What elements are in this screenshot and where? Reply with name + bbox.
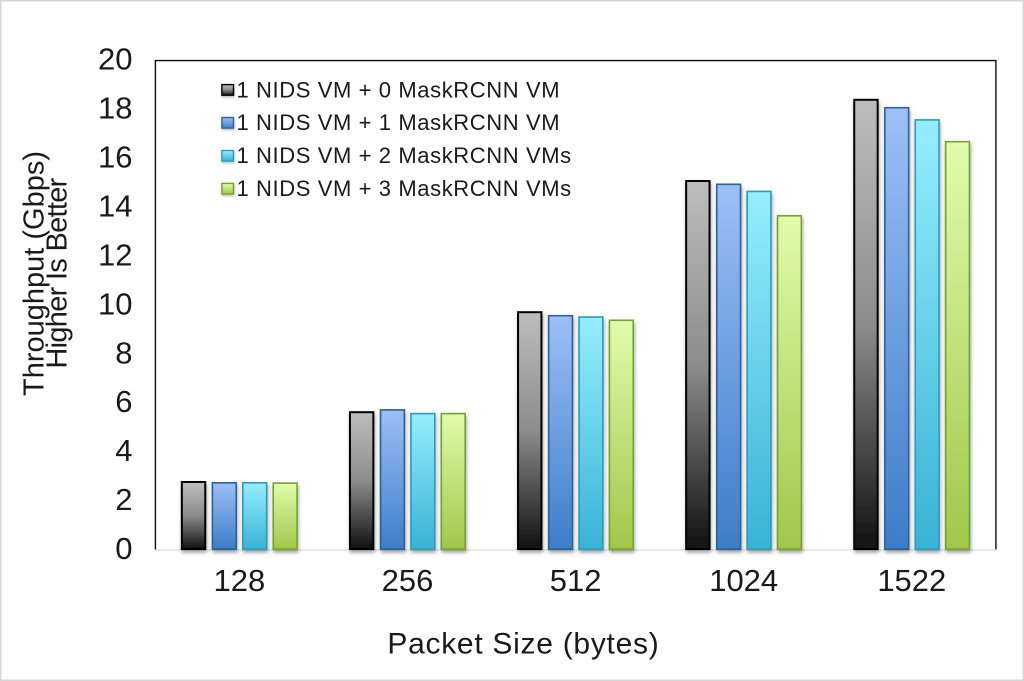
- svg-text:2: 2: [115, 482, 132, 517]
- svg-text:1 NIDS VM + 1 MaskRCNN VM: 1 NIDS VM + 1 MaskRCNN VM: [237, 110, 561, 135]
- svg-text:1 NIDS VM + 0 MaskRCNN VM: 1 NIDS VM + 0 MaskRCNN VM: [237, 77, 561, 102]
- svg-text:10: 10: [98, 286, 132, 321]
- svg-text:18: 18: [98, 91, 132, 126]
- svg-text:512: 512: [550, 563, 602, 598]
- svg-text:4: 4: [115, 433, 132, 468]
- svg-text:0: 0: [115, 531, 132, 566]
- svg-text:1024: 1024: [709, 563, 778, 598]
- svg-text:1 NIDS VM + 3 MaskRCNN VMs: 1 NIDS VM + 3 MaskRCNN VMs: [237, 176, 572, 201]
- svg-text:16: 16: [98, 140, 132, 175]
- svg-text:128: 128: [214, 563, 266, 598]
- svg-text:Higher Is Better: Higher Is Better: [42, 177, 74, 368]
- svg-text:14: 14: [98, 189, 132, 224]
- svg-text:Packet Size (bytes): Packet Size (bytes): [387, 628, 659, 661]
- svg-text:256: 256: [382, 563, 434, 598]
- svg-text:20: 20: [98, 42, 132, 77]
- svg-text:1 NIDS VM + 2 MaskRCNN VMs: 1 NIDS VM + 2 MaskRCNN VMs: [237, 143, 572, 168]
- svg-text:8: 8: [115, 335, 132, 370]
- svg-text:1522: 1522: [877, 563, 946, 598]
- svg-text:12: 12: [98, 237, 132, 272]
- svg-text:Throughput (Gbps): Throughput (Gbps): [19, 151, 51, 396]
- svg-text:6: 6: [115, 384, 132, 419]
